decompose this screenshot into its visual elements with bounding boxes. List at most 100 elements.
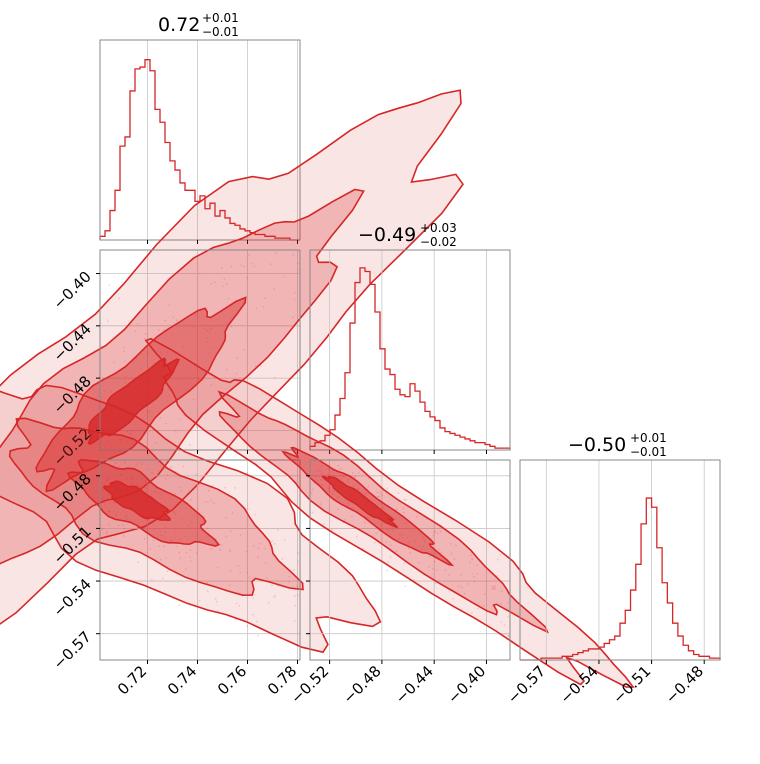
scatter-point (123, 527, 126, 530)
scatter-point (318, 470, 320, 472)
scatter-point (234, 487, 236, 489)
scatter-point (220, 543, 223, 546)
scatter-point (130, 375, 133, 377)
scatter-point (143, 538, 146, 540)
scatter-point (225, 516, 228, 519)
scatter-point (297, 552, 300, 555)
panel-frame (99, 249, 301, 451)
scatter-point (213, 502, 215, 505)
y-tick-label: −0.40 (50, 268, 95, 313)
histogram-step (99, 59, 300, 241)
scatter-point (246, 508, 249, 511)
title-param-2: −0.50 (568, 434, 626, 456)
scatter-point (253, 265, 256, 268)
scatter-point (292, 254, 295, 256)
scatter-point (189, 560, 192, 563)
scatter-point (206, 340, 208, 343)
scatter-point (434, 582, 437, 584)
panel-frame (99, 39, 301, 241)
scatter-point (235, 602, 238, 605)
scatter-point (353, 484, 356, 487)
scatter-point (223, 278, 226, 281)
scatter-point (246, 471, 249, 474)
scatter-point (507, 634, 510, 637)
scatter-point (100, 528, 103, 531)
scatter-point (108, 510, 111, 513)
scatter-point (164, 536, 167, 539)
scatter-point (243, 348, 246, 351)
scatter-point (198, 377, 200, 380)
scatter-point (124, 375, 127, 378)
scatter-point (337, 508, 340, 511)
scatter-point (239, 533, 242, 536)
scatter-point (292, 316, 294, 319)
scatter-point (375, 532, 378, 534)
scatter-point (263, 297, 266, 300)
scatter-point (294, 604, 297, 607)
scatter-point (184, 567, 187, 570)
scatter-point (189, 443, 191, 446)
title-param-0-minus: −0.01 (202, 25, 239, 39)
scatter-point (243, 265, 246, 268)
scatter-point (424, 540, 427, 543)
scatter-point (153, 362, 156, 365)
scatter-point (353, 475, 356, 478)
scatter-point (208, 352, 211, 355)
scatter-point (174, 530, 177, 533)
scatter-point (175, 430, 177, 433)
scatter-point (210, 282, 213, 285)
scatter-point (163, 545, 165, 548)
x-tick-label: −0.40 (444, 662, 489, 707)
scatter-point (377, 495, 380, 498)
scatter-point (328, 487, 330, 490)
scatter-point (229, 550, 231, 553)
scatter-point (227, 297, 230, 300)
scatter-point (117, 524, 120, 527)
scatter-point (159, 529, 162, 532)
x-tick-label: 0.74 (164, 662, 200, 698)
scatter-point (120, 473, 123, 476)
scatter-point (406, 536, 409, 539)
scatter-point (119, 438, 122, 441)
scatter-point (206, 501, 209, 504)
scatter-point (262, 305, 265, 308)
scatter-point (403, 522, 406, 525)
scatter-point (173, 511, 176, 513)
scatter-point (376, 521, 379, 524)
scatter-point (207, 489, 210, 492)
scatter-point (391, 528, 394, 531)
scatter-point (195, 314, 197, 316)
contour-level (0, 384, 382, 654)
scatter-point (235, 372, 238, 375)
scatter-point (389, 544, 392, 547)
scatter-point (195, 552, 198, 554)
scatter-point (126, 430, 129, 433)
scatter-point (277, 528, 279, 531)
scatter-point (466, 583, 469, 585)
scatter-point (473, 580, 476, 583)
scatter-point (398, 537, 400, 540)
scatter-point (412, 529, 415, 531)
scatter-point (340, 467, 343, 470)
scatter-point (205, 329, 208, 332)
scatter-point (129, 432, 132, 435)
scatter-point (164, 531, 167, 533)
scatter-point (165, 422, 167, 425)
scatter-point (294, 595, 296, 597)
scatter-point (119, 441, 121, 443)
scatter-point (136, 483, 138, 486)
scatter-point (288, 580, 290, 583)
scatter-point (418, 561, 420, 564)
scatter-point (274, 252, 277, 254)
scatter-point (206, 581, 209, 584)
scatter-point (151, 471, 153, 474)
scatter-point (436, 532, 439, 535)
scatter-point (104, 504, 106, 506)
scatter-point (105, 479, 108, 482)
scatter-point (203, 327, 206, 330)
scatter-point (463, 592, 466, 595)
scatter-point (274, 594, 277, 597)
scatter-point (196, 532, 198, 535)
scatter-point (414, 540, 416, 542)
scatter-point (178, 604, 181, 607)
